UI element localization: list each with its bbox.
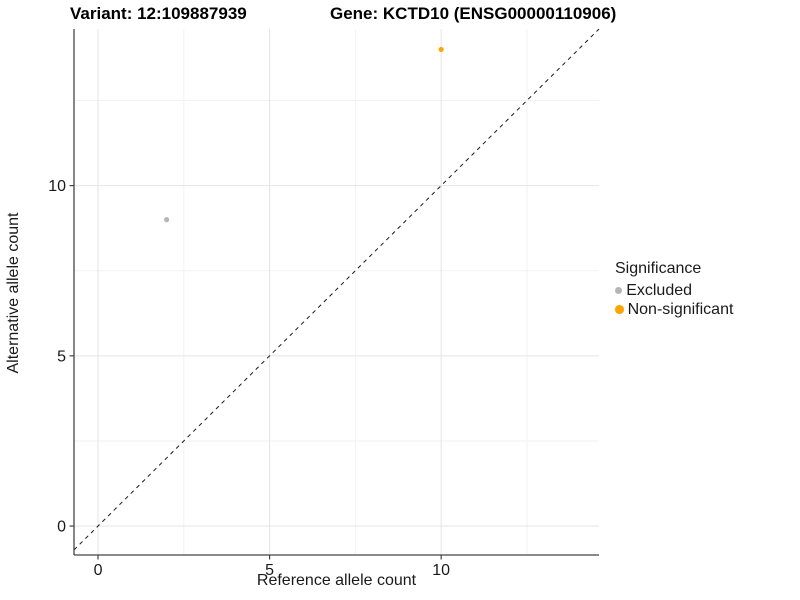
legend-item-label: Non-significant [627, 300, 734, 318]
identity-dashed-line [73, 28, 600, 551]
y-tick-label: 0 [57, 519, 66, 536]
x-axis-label: Reference allele count [256, 572, 417, 589]
y-tick-label: 5 [57, 348, 66, 365]
data-points [164, 46, 444, 223]
non-significant-key-dot-icon [615, 305, 624, 314]
x-tick-label: 5 [265, 562, 274, 579]
excluded-key-dot-icon [615, 286, 623, 295]
y-tick-label: 10 [48, 178, 66, 195]
x-tick-label: 10 [432, 562, 450, 579]
legend-item-label: Excluded [626, 281, 693, 299]
x-tick-labels: 0 5 10 [94, 562, 451, 579]
variant-title: Variant: 12:109887939 [70, 4, 247, 23]
point-excluded [164, 217, 170, 223]
major-gridlines [74, 29, 599, 555]
point-non-significant [438, 46, 444, 53]
legend-item-non-significant: Non-significant [615, 300, 733, 319]
gene-title: Gene: KCTD10 (ENSG00000110906) [330, 4, 617, 23]
legend-title: Significance [615, 260, 702, 277]
axis-tick-marks [69, 185, 442, 560]
y-tick-labels: 0 5 10 [48, 178, 66, 535]
axis-lines [73, 29, 599, 556]
legend: Significance Excluded Non-significant [615, 260, 733, 319]
minor-gridlines [74, 29, 599, 555]
x-tick-label: 0 [94, 562, 103, 579]
legend-item-excluded: Excluded [615, 281, 733, 300]
y-axis-label: Alternative allele count [5, 212, 22, 374]
